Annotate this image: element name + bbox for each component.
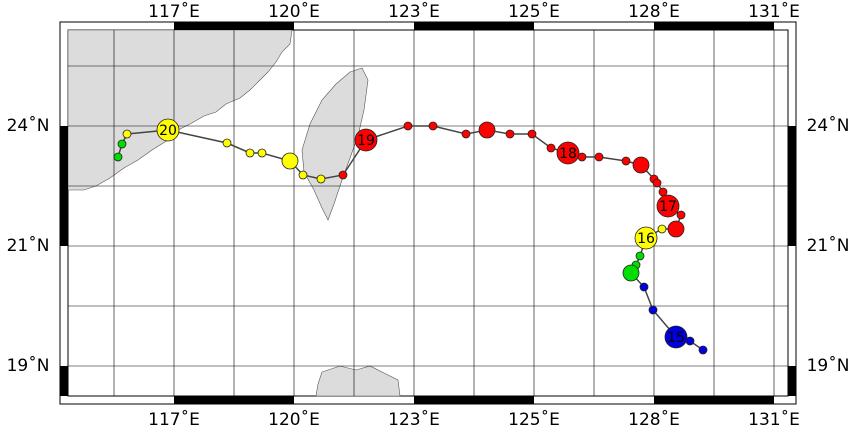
lon-label: 131˚E: [748, 1, 800, 22]
track-point: [222, 138, 232, 148]
track-point: [156, 118, 180, 142]
track-point: [648, 305, 658, 315]
track-point: [316, 174, 326, 184]
lon-label: 125˚E: [508, 1, 560, 22]
luzon: [315, 365, 401, 397]
track-point: [577, 152, 587, 162]
track-point: [698, 345, 708, 355]
grid: [68, 30, 788, 396]
track-point: [556, 141, 580, 165]
track-point: [622, 264, 640, 282]
track-point: [113, 152, 123, 162]
china-coast: [67, 29, 293, 191]
frame-bar: [60, 366, 68, 396]
lat-label: 21˚N: [7, 235, 50, 256]
lat-label: 24˚N: [807, 115, 850, 136]
track-point: [546, 143, 556, 153]
lat-label: 24˚N: [7, 115, 50, 136]
lon-label: 120˚E: [268, 1, 320, 22]
lat-label: 19˚N: [807, 355, 850, 376]
day-label: 16: [637, 231, 655, 247]
track-point: [657, 224, 667, 234]
frame-bars: [60, 22, 796, 404]
track-point: [354, 128, 378, 152]
track-point: [658, 187, 668, 197]
frame-bar: [174, 396, 294, 404]
day-label: 15: [667, 330, 685, 346]
track-point: [676, 210, 686, 220]
frame-bar: [174, 22, 294, 30]
lat-label: 19˚N: [7, 355, 50, 376]
lon-label: 128˚E: [628, 409, 680, 430]
track-point: [403, 121, 413, 131]
lon-label: 120˚E: [268, 409, 320, 430]
track-point: [461, 129, 471, 139]
track-point: [621, 156, 631, 166]
track-point: [667, 220, 685, 238]
track-point: [635, 251, 645, 261]
track-point: [527, 129, 537, 139]
track-point: [245, 148, 255, 158]
day-label: 19: [357, 133, 375, 149]
track-point: [639, 282, 649, 292]
frame-bar: [788, 366, 796, 396]
lon-label: 125˚E: [508, 409, 560, 430]
tick-labels: 117˚E 117˚E 120˚E 120˚E 123˚E 123˚E 125˚E 125˚E…: [7, 1, 850, 430]
track-point: [652, 178, 662, 188]
lon-label: 123˚E: [388, 1, 440, 22]
track-point: [664, 325, 688, 349]
frame-bar: [654, 22, 774, 30]
frame-bar: [788, 126, 796, 246]
lon-label: 131˚E: [748, 409, 800, 430]
track-point: [632, 156, 650, 174]
lon-label: 123˚E: [388, 409, 440, 430]
track-point: [634, 226, 658, 250]
track-point: [257, 148, 267, 158]
track-point: [298, 170, 308, 180]
frame-bar: [60, 126, 68, 246]
track-point: [594, 152, 604, 162]
track-point: [338, 170, 348, 180]
lon-label: 117˚E: [148, 1, 200, 22]
day-label: 17: [659, 199, 677, 215]
day-label: 20: [159, 123, 177, 139]
lat-label: 21˚N: [807, 235, 850, 256]
frame-bar: [414, 396, 534, 404]
frame-bar: [654, 396, 774, 404]
track-point: [117, 139, 127, 149]
track-point: [505, 129, 515, 139]
track-point: [685, 336, 695, 346]
day-label: 18: [559, 146, 577, 162]
lon-label: 117˚E: [148, 409, 200, 430]
lon-label: 128˚E: [628, 1, 680, 22]
frame-bar: [414, 22, 534, 30]
track-point: [281, 152, 299, 170]
track-point: [478, 121, 496, 139]
track-point: [428, 121, 438, 131]
track-point: [122, 129, 132, 139]
track-point: [656, 194, 680, 218]
